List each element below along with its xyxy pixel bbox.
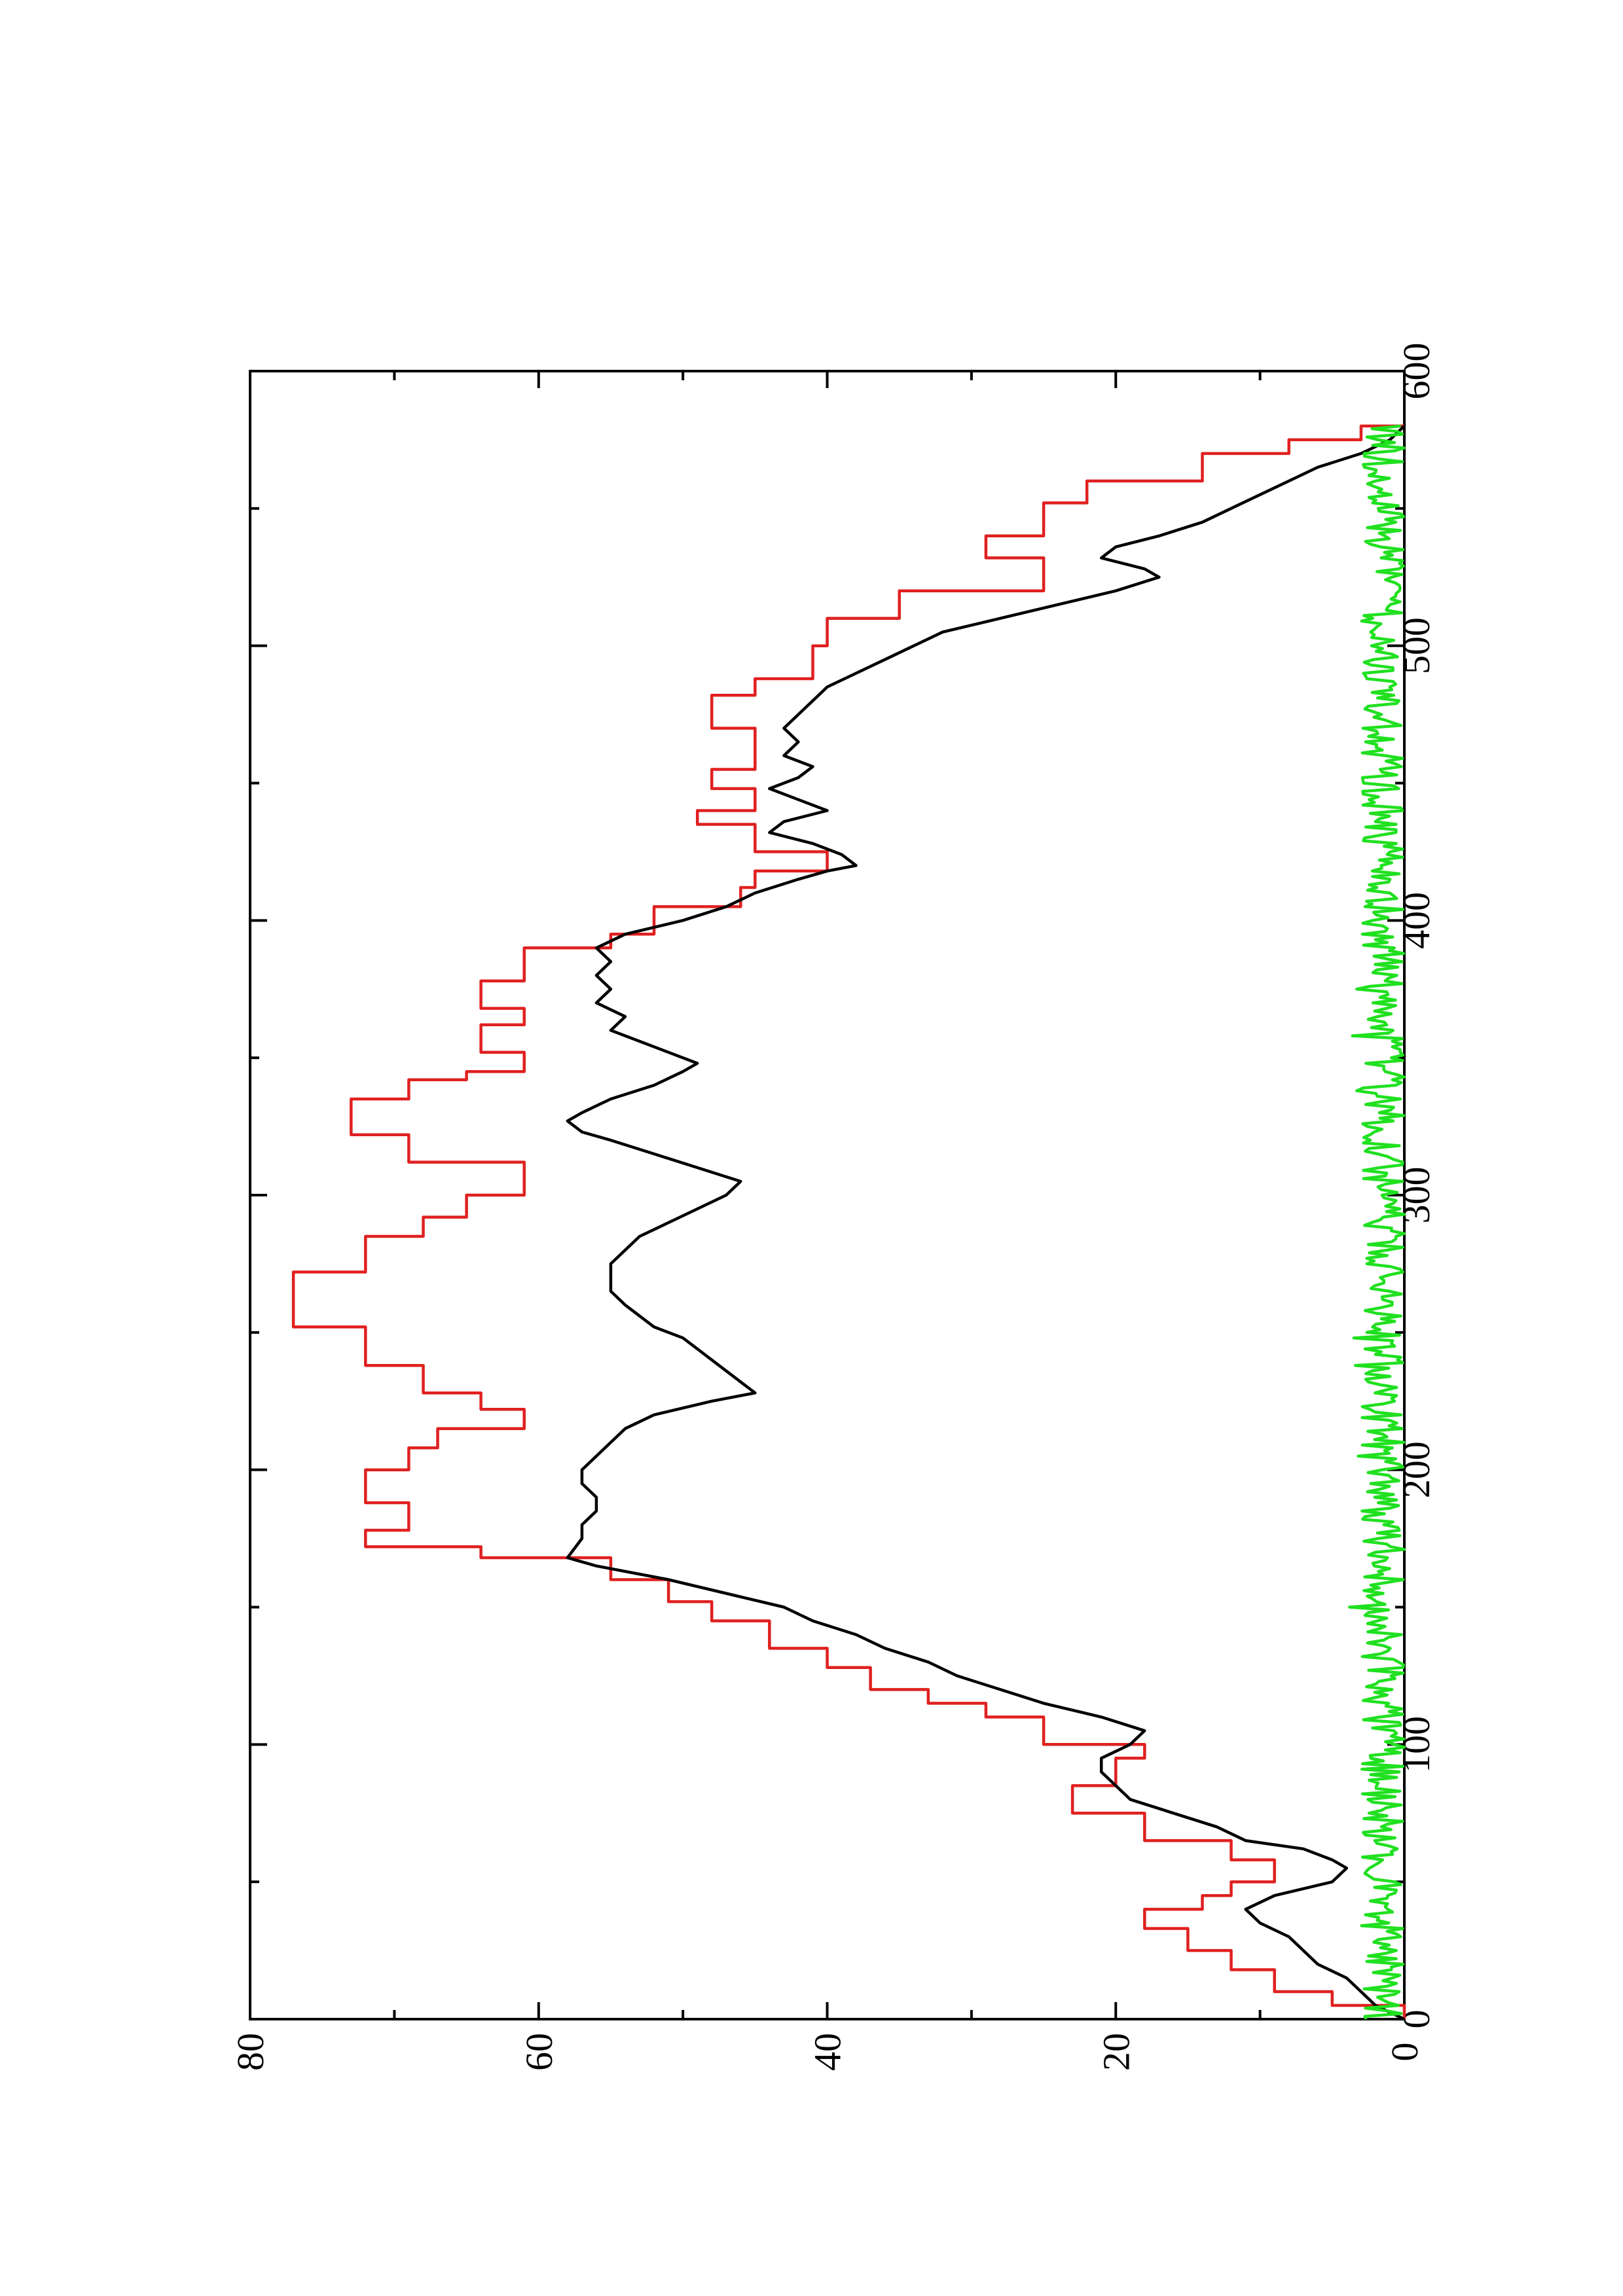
x-tick-label: 600 <box>1395 343 1438 400</box>
x-tick-label: 500 <box>1395 617 1438 674</box>
y-tick-label: 0 <box>1383 2043 1426 2062</box>
y-tick-label: 60 <box>518 2033 560 2071</box>
series-line <box>566 425 1406 2021</box>
series-line <box>291 424 1406 2019</box>
series-line <box>1348 424 1406 2020</box>
x-tick-label: 200 <box>1395 1441 1438 1498</box>
y-tick-label: 80 <box>229 2033 272 2071</box>
y-tick-label: 20 <box>1095 2033 1137 2071</box>
x-tick-label: 100 <box>1395 1716 1438 1773</box>
x-tick-label: 400 <box>1395 892 1438 949</box>
y-tick-label: 40 <box>807 2033 849 2071</box>
